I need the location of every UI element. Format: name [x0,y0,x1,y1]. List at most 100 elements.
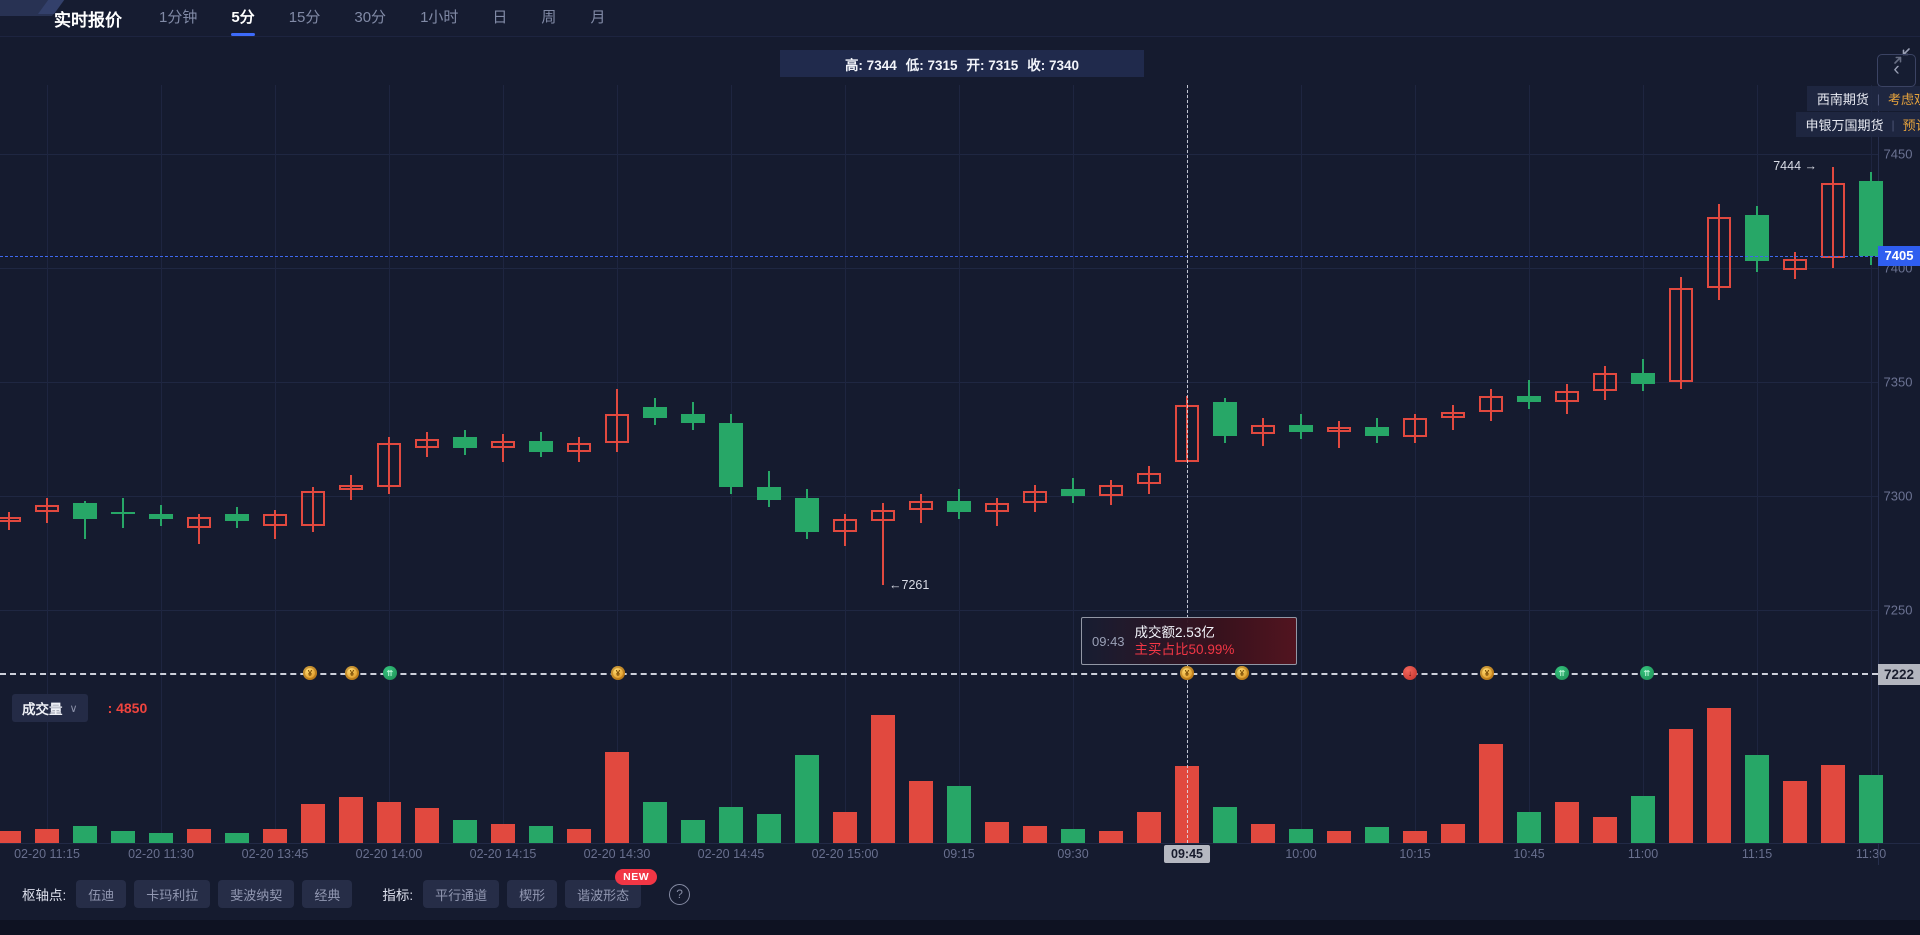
candle-wick [616,388,618,453]
candle-wick [388,436,390,494]
signal-marker-gold-icon[interactable]: ¥ [611,666,625,680]
chevron-left-icon: ‹ [1893,58,1900,80]
volume-bar [1707,708,1731,843]
volume-indicator-select[interactable]: 成交量 ∨ [12,694,88,722]
signal-marker-gold-icon[interactable]: ¥ [303,666,317,680]
volume-bar [1213,806,1237,843]
candle [1251,425,1275,435]
signal-marker-gold-icon[interactable]: ¥ [1235,666,1249,680]
candle [1213,402,1237,437]
volume-bar [415,807,439,843]
high-price-annotation: 7444 → [1773,159,1817,174]
volume-bar [757,813,781,843]
top-bar: 实时报价 1分钟 5分 15分 30分 1小时 日 周 月 [0,0,1920,37]
price-axis-tick: 7350 [1883,374,1913,390]
tab-15分[interactable]: 15分 [288,9,321,26]
volume-bar [0,830,21,843]
candle [453,436,477,448]
toolbar-group-label: 枢轴点: [22,888,67,903]
toolbar-button-楔形[interactable]: 楔形 [507,880,558,908]
candle-wick [1566,384,1568,414]
tab-5分[interactable]: 5分 [231,0,256,36]
toolbar-button-经典[interactable]: 经典 [302,880,353,908]
signal-marker-gold-icon[interactable]: ¥ [1480,666,1494,680]
candle [1061,489,1085,496]
candle-wick [578,436,580,462]
candle [149,514,173,519]
volume-bar [35,828,59,843]
candle [1859,180,1883,257]
volume-bar [1099,830,1123,843]
candle [985,502,1009,512]
volume-bar [73,826,97,843]
candle-wick [1110,479,1112,505]
timeframe-tabs: 1分钟 5分 15分 30分 1小时 日 周 月 [159,0,605,36]
toolbar-button-斐波纳契[interactable]: 斐波纳契 [218,880,295,908]
candle [871,509,895,521]
candle [187,516,211,528]
volume-bar [225,832,249,843]
advisor-headline-2[interactable]: 申银万国期货 | 预计AP [1795,112,1920,137]
advisor-comment: 考虑观望 [1887,92,1920,107]
time-gridline [1301,85,1302,843]
time-gridline [1073,85,1074,843]
tab-1分钟[interactable]: 1分钟 [159,9,198,26]
ohlc-item-3: 收: 7340 [1027,57,1080,73]
candle [1099,484,1123,496]
candle [1631,372,1655,385]
candle-wick [1718,203,1720,300]
volume-bar [1251,824,1275,843]
bottom-toolbar: 枢轴点: 伍迪 卡玛利拉 斐波纳契 经典 指标: 平行通道 楔形 谐波形态 NEW? [0,868,1920,920]
signal-marker-gold-icon[interactable]: ¥ [1180,666,1194,680]
new-badge: NEW [615,869,658,885]
candle [1517,395,1541,403]
candle [263,514,287,526]
candle [491,441,515,448]
volume-label: 成交量 [22,702,63,717]
candle [1783,258,1807,270]
time-gridline [275,85,276,843]
signal-marker-green-icon[interactable]: ⇈ [1640,666,1654,680]
tab-月[interactable]: 月 [590,9,606,26]
volume-bar [149,832,173,843]
help-button[interactable]: ? [669,883,691,905]
tab-1小时[interactable]: 1小时 [420,9,459,26]
price-gridline [0,267,1878,269]
tab-日[interactable]: 日 [492,9,508,26]
toolbar-group-label: 指标: [382,888,414,903]
ohlc-summary-bar: 高: 7344 低: 7315 开: 7315 收: 7340 [780,50,1144,77]
price-gridline [0,381,1878,383]
signal-marker-red-icon[interactable]: ↓ [1403,666,1417,680]
signal-marker-green-icon[interactable]: ⇈ [383,666,397,680]
candle-wick [198,514,200,544]
volume-bar [453,820,477,843]
volume-bar [1859,775,1883,843]
volume-bar [1593,817,1617,843]
signal-marker-green-icon[interactable]: ⇈ [1555,666,1569,680]
x-axis-label: 02-20 14:45 [697,847,765,861]
toolbar-button-伍迪[interactable]: 伍迪 [76,880,127,908]
toolbar-button-平行通道[interactable]: 平行通道 [423,880,500,908]
volume-bar [263,829,287,843]
time-gridline [47,85,48,843]
tab-30分[interactable]: 30分 [354,9,387,26]
candle [339,484,363,490]
candle-wick [1262,418,1264,446]
tab-周[interactable]: 周 [541,9,557,26]
advisor-divider: | [1876,91,1880,106]
candle-wick [1148,466,1150,494]
toolbar-button-卡玛利拉[interactable]: 卡玛利拉 [134,880,211,908]
price-axis-tick: 7250 [1883,602,1913,618]
candle [1555,390,1579,403]
signal-marker-gold-icon[interactable]: ¥ [345,666,359,680]
candle-wick [1338,420,1340,448]
candle [605,413,629,444]
time-gridline [161,85,162,843]
candle-wick [84,500,86,540]
back-button[interactable]: ‹ [1877,54,1916,87]
advisor-headline-1[interactable]: 西南期货 | 考虑观望 [1806,86,1920,111]
toolbar-button-谐波形态[interactable]: 谐波形态 NEW [565,869,658,908]
volume-bar [833,811,857,843]
